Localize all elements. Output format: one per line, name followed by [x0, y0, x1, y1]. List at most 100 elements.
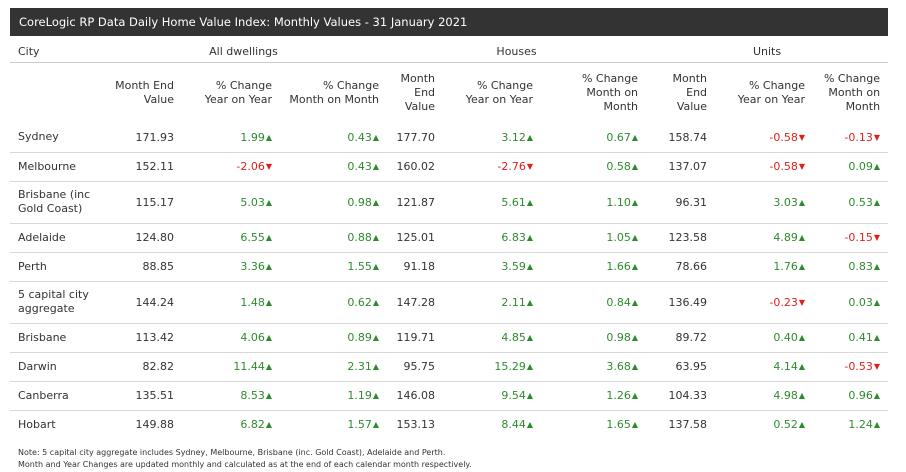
- change-value: -0.58: [769, 130, 798, 144]
- change-value: 0.96: [848, 389, 873, 402]
- change-cell: -2.76▼: [443, 152, 542, 182]
- change-value: 4.89: [773, 231, 798, 244]
- triangle-up-icon: ▲: [372, 333, 380, 342]
- change-cell: 0.09▲: [813, 152, 889, 182]
- change-cell: 0.88▲: [280, 223, 388, 253]
- triangle-up-icon: ▲: [798, 362, 806, 371]
- group-header-all-dwellings: All dwellings: [100, 40, 388, 63]
- change-cell: 3.36▲: [182, 252, 280, 282]
- triangle-up-icon: ▲: [526, 197, 534, 207]
- change-cell: 4.85▲: [443, 323, 542, 353]
- value-cell: 63.95: [646, 352, 716, 382]
- triangle-up-icon: ▲: [526, 333, 534, 342]
- change-cell: -0.58▼: [715, 123, 814, 153]
- change-value: -0.15: [844, 231, 873, 244]
- sub-header-month-on-month: % Change Month on Month: [289, 79, 380, 106]
- change-cell: 1.57▲: [280, 410, 387, 439]
- value-cell: 78.66: [646, 252, 716, 282]
- change-cell: 1.26▲: [541, 381, 647, 411]
- table-row: Adelaide 124.80 6.55▲ 0.88▲ 125.01 6.83▲ 1.05▲…: [10, 223, 889, 253]
- triangle-up-icon: ▲: [265, 420, 272, 430]
- change-value: 11.44: [233, 360, 265, 373]
- footnote-line: Month and Year Changes are updated month…: [18, 460, 472, 469]
- change-value: 1.26: [606, 389, 631, 402]
- triangle-up-icon: ▲: [372, 132, 380, 142]
- change-value: -0.58: [769, 160, 798, 173]
- value-cell: 123.58: [646, 223, 716, 253]
- table-title: CoreLogic RP Data Daily Home Value Index…: [10, 8, 888, 36]
- change-value: 1.57: [347, 418, 372, 432]
- change-value: 0.89: [347, 331, 372, 344]
- change-value: 5.03: [240, 195, 265, 209]
- triangle-up-icon: ▲: [265, 233, 272, 242]
- table-row: Brisbane 113.42 4.06▲ 0.89▲ 119.71 4.85▲ 0.98▲…: [10, 323, 889, 353]
- change-cell: 9.54▲: [443, 381, 542, 411]
- change-cell: 3.68▲: [541, 352, 647, 382]
- city-cell: Hobart: [18, 417, 56, 431]
- city-cell: 5 capital city aggregate: [10, 281, 100, 324]
- change-cell: 1.76▲: [715, 252, 814, 282]
- change-cell: 1.19▲: [280, 381, 388, 411]
- triangle-up-icon: ▲: [873, 262, 881, 271]
- triangle-up-icon: ▲: [526, 262, 534, 271]
- change-cell: 3.59▲: [443, 252, 542, 282]
- change-value: 0.83: [848, 260, 873, 273]
- change-value: 8.53: [240, 389, 265, 402]
- city-cell: Darwin: [10, 352, 100, 382]
- change-cell: -0.58▼: [715, 152, 814, 182]
- value-cell: 149.88: [135, 418, 175, 432]
- change-cell: 1.24▲: [813, 410, 888, 439]
- change-cell: 1.65▲: [541, 410, 646, 439]
- change-value: 2.31: [347, 360, 372, 373]
- triangle-up-icon: ▲: [372, 162, 380, 171]
- change-value: 3.68: [606, 360, 631, 373]
- change-cell: 0.58▲: [541, 152, 647, 182]
- change-value: 9.54: [501, 389, 526, 402]
- change-value: -2.06: [236, 160, 265, 173]
- change-cell: 0.43▲: [280, 123, 388, 153]
- change-value: 0.84: [606, 295, 631, 309]
- value-cell: 135.51: [100, 381, 182, 411]
- change-value: 6.55: [240, 231, 265, 244]
- triangle-down-icon: ▼: [798, 297, 806, 307]
- change-cell: 0.43▲: [280, 152, 388, 182]
- change-cell: 0.41▲: [813, 323, 889, 353]
- city-cell: Canberra: [10, 381, 100, 411]
- footnote: Note: 5 capital city aggregate includes …: [18, 447, 472, 471]
- change-cell: 3.03▲: [715, 181, 814, 224]
- change-value: 1.05: [606, 231, 631, 244]
- sub-header-month-on-month: % Change Month on Month: [823, 72, 881, 113]
- triangle-down-icon: ▼: [526, 162, 534, 171]
- triangle-up-icon: ▲: [526, 420, 534, 430]
- triangle-up-icon: ▲: [265, 197, 272, 207]
- sub-header-year-on-year: % Change Year on Year: [737, 79, 806, 106]
- change-value: 1.19: [347, 389, 372, 402]
- change-cell: 0.84▲: [541, 281, 647, 324]
- change-value: 0.98: [347, 195, 372, 209]
- value-cell: 88.85: [100, 252, 182, 282]
- triangle-up-icon: ▲: [265, 391, 272, 400]
- change-value: 0.09: [848, 160, 873, 173]
- change-value: 0.41: [848, 331, 873, 344]
- change-cell: 0.98▲: [280, 181, 388, 224]
- triangle-up-icon: ▲: [873, 162, 881, 171]
- value-cell: 153.13: [396, 418, 436, 432]
- change-value: 15.29: [494, 360, 526, 373]
- sub-header-month-on-month: % Change Month on Month: [581, 72, 639, 113]
- value-cell: 124.80: [100, 223, 182, 253]
- value-cell: 158.74: [646, 123, 716, 153]
- change-cell: 11.44▲: [182, 352, 280, 382]
- change-cell: 0.98▲: [541, 323, 647, 353]
- triangle-up-icon: ▲: [631, 362, 639, 371]
- change-value: 1.65: [606, 418, 631, 432]
- city-cell: Brisbane: [10, 323, 100, 353]
- change-cell: 3.12▲: [443, 123, 542, 153]
- change-value: 5.61: [501, 195, 526, 209]
- change-cell: 4.89▲: [715, 223, 814, 253]
- value-cell: 147.28: [387, 281, 444, 324]
- change-value: 1.55: [347, 260, 372, 273]
- change-cell: 0.83▲: [813, 252, 889, 282]
- change-value: 0.98: [606, 331, 631, 344]
- city-cell: Sydney: [10, 123, 100, 153]
- change-value: 3.12: [501, 130, 526, 144]
